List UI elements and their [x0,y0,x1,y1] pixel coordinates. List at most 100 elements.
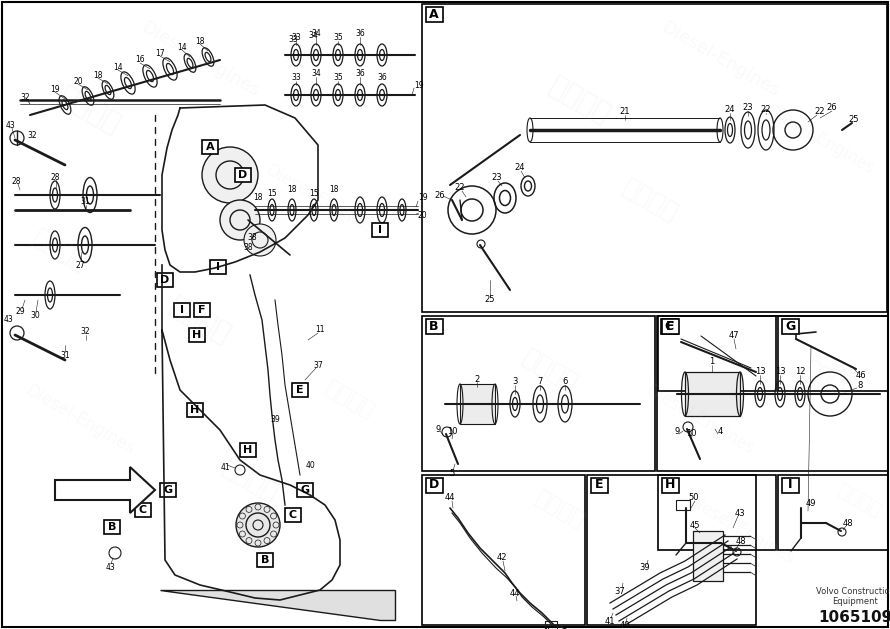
Text: 11: 11 [315,325,325,335]
Text: 紫发动力: 紫发动力 [835,480,885,520]
Text: 12: 12 [795,367,805,377]
Text: 49: 49 [805,499,816,508]
Text: 紫发动力: 紫发动力 [28,225,92,276]
Text: C: C [139,505,147,515]
Text: 13: 13 [755,367,765,377]
Text: 20: 20 [418,211,427,220]
Bar [685,372,740,416]
Text: 43: 43 [105,562,115,572]
Text: H: H [243,445,253,455]
Text: 43: 43 [4,316,12,325]
Text: B: B [429,320,439,333]
Text: 48: 48 [843,518,854,528]
Text: 33: 33 [288,35,298,45]
Text: 10: 10 [686,430,696,438]
Text: Equipment: Equipment [832,598,878,606]
Text: I: I [378,225,382,235]
Bar [135,503,151,517]
Text: 紫发动力: 紫发动力 [322,378,378,422]
Text: 35: 35 [333,74,343,82]
Text: Diesel-Engines: Diesel-Engines [763,101,878,179]
Text: 24: 24 [514,164,525,172]
Text: D: D [429,479,439,491]
Text: E: E [296,385,303,395]
Text: 13: 13 [774,367,785,377]
Bar [297,483,313,497]
Bar [661,318,678,333]
Text: 46: 46 [855,372,866,381]
Bar [157,273,173,287]
Text: 18: 18 [254,192,263,201]
Text: 20: 20 [73,77,83,86]
Text: 37: 37 [615,586,626,596]
Text: Diesel-Engines: Diesel-Engines [643,382,757,459]
Text: 19: 19 [418,194,427,203]
Bar [292,383,308,397]
Text: 43: 43 [734,508,745,518]
Text: 10: 10 [447,426,457,435]
Text: 40: 40 [305,460,315,469]
Text: F: F [666,320,675,333]
Text: 32: 32 [80,328,90,337]
Text: 38: 38 [247,233,257,243]
Text: 50: 50 [689,494,700,503]
Text: 29: 29 [15,308,25,316]
Text: 紫发动力: 紫发动力 [54,81,125,139]
Bar [545,621,557,629]
Text: Diesel-Engines: Diesel-Engines [658,19,782,101]
Text: G: G [301,485,310,495]
Text: B: B [261,555,269,565]
Text: 37: 37 [313,360,323,369]
Text: 30: 30 [30,311,40,320]
Bar [104,520,120,534]
Text: 15: 15 [309,189,319,198]
Circle shape [236,503,280,547]
Bar [460,384,495,424]
Text: 9: 9 [675,428,680,437]
Text: 19: 19 [50,84,60,94]
Text: D: D [239,170,247,180]
Bar [202,140,218,154]
Text: D: D [160,275,170,285]
Text: 6: 6 [562,377,568,386]
Text: E: E [595,479,603,491]
Bar [160,483,176,497]
Text: Diesel-Engines: Diesel-Engines [22,382,138,459]
Text: Diesel-Engines: Diesel-Engines [138,19,263,101]
Text: 32: 32 [20,94,29,103]
Text: 紫发动力: 紫发动力 [164,291,236,348]
Text: 36: 36 [355,69,365,79]
Text: 22: 22 [455,184,465,192]
Text: 28: 28 [50,172,60,182]
Text: 2: 2 [474,374,480,384]
Text: 41: 41 [604,616,615,625]
Text: 8: 8 [857,382,862,391]
Text: 41: 41 [220,464,230,472]
Text: 45: 45 [690,521,700,530]
Text: 21: 21 [619,108,630,116]
Bar [693,531,723,581]
Bar [189,328,205,342]
Text: 27: 27 [75,260,85,269]
Text: 18: 18 [329,184,339,194]
Bar [590,477,608,493]
Text: 16: 16 [135,55,145,65]
Text: 45: 45 [543,626,554,629]
Bar [174,303,190,317]
Text: 5: 5 [449,469,455,479]
Text: Diesel-Engines: Diesel-Engines [263,162,377,238]
Text: 23: 23 [742,104,753,113]
Text: 紫发动力: 紫发动力 [218,455,282,505]
Text: 24: 24 [724,106,735,114]
Text: 26: 26 [434,191,445,199]
Text: 9: 9 [435,425,441,433]
Bar [422,475,585,625]
Bar [235,168,251,182]
Text: 47: 47 [729,331,740,340]
Text: 38: 38 [243,243,253,252]
Bar [781,318,798,333]
Text: H: H [192,330,202,340]
Bar [661,477,678,493]
Circle shape [202,147,258,203]
Bar [210,260,226,274]
